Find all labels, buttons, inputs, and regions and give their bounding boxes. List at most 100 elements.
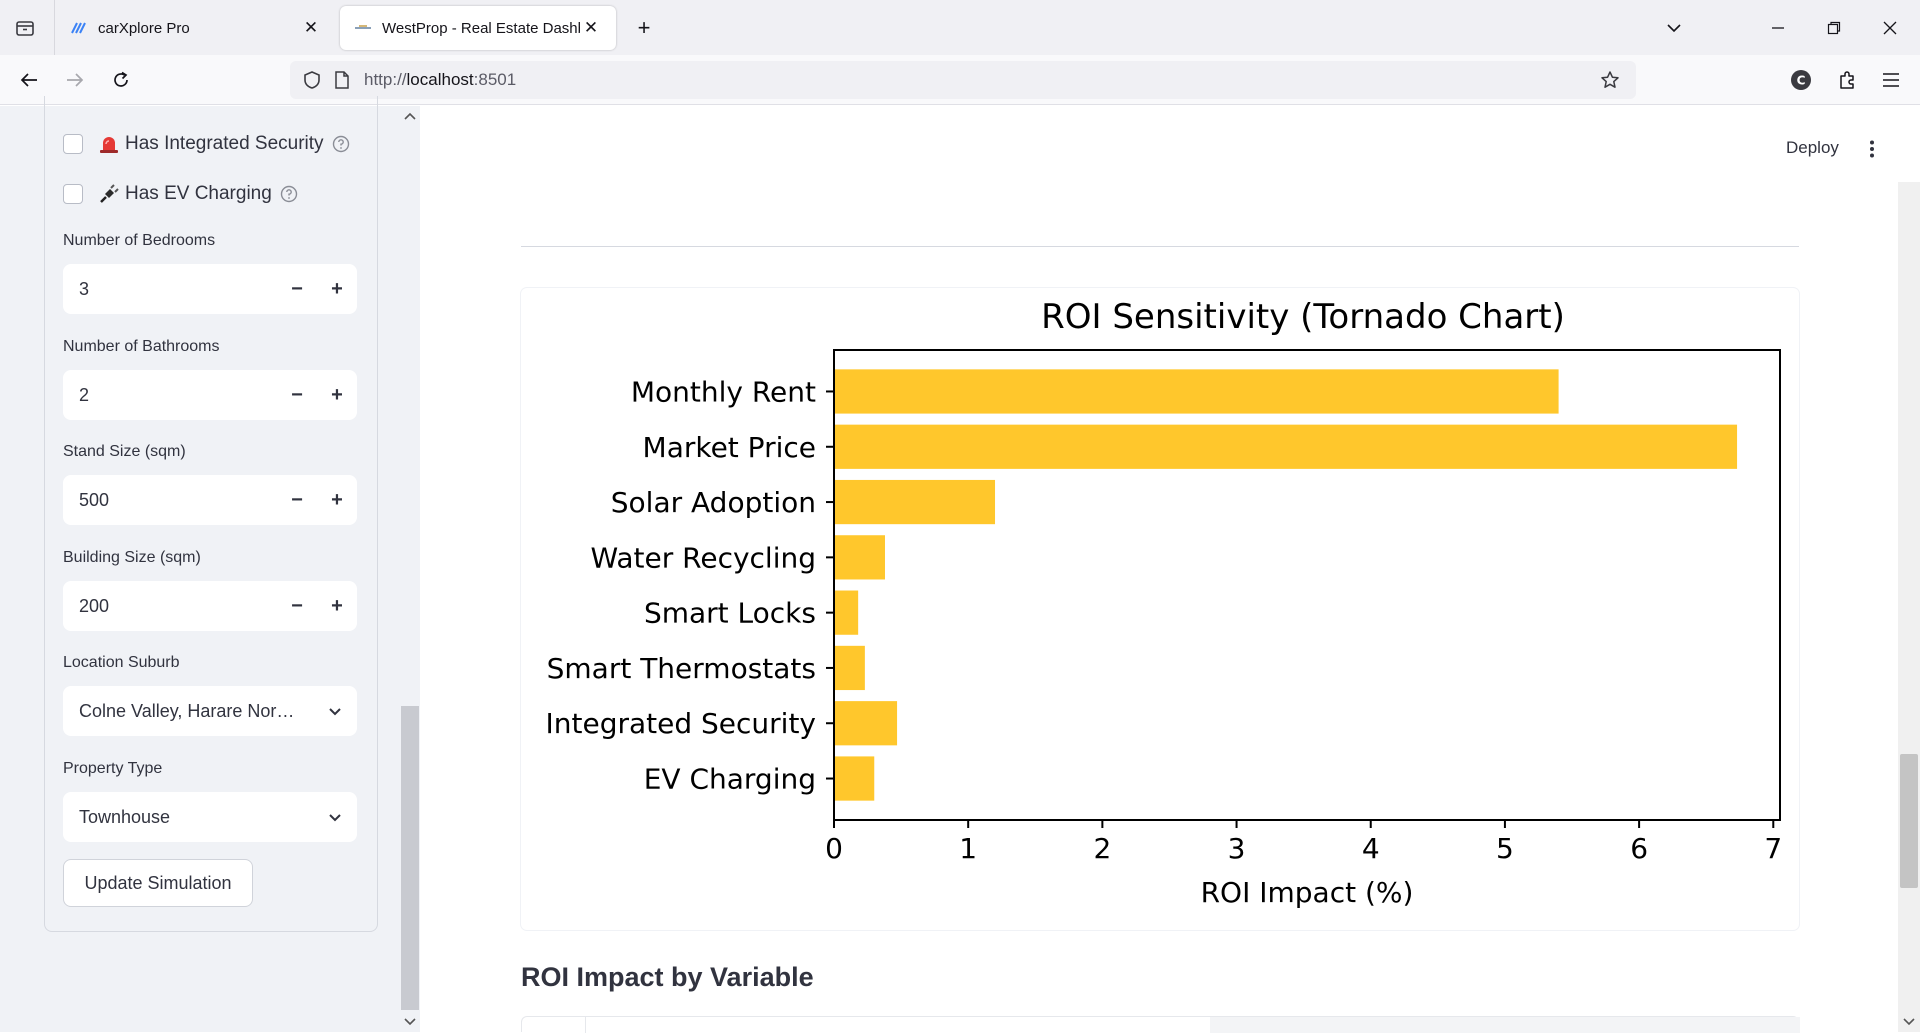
scroll-down-arrow-icon[interactable] bbox=[400, 1014, 420, 1030]
bar-smart-thermostats bbox=[834, 645, 865, 691]
plug-icon bbox=[97, 182, 121, 206]
y-tick-label: EV Charging bbox=[644, 763, 816, 796]
close-tab-icon[interactable]: ✕ bbox=[303, 18, 319, 37]
stand-size-increment-button[interactable]: + bbox=[331, 488, 343, 511]
tab-title: WestProp - Real Estate Dashboard bbox=[382, 19, 580, 37]
bedrooms-label: Number of Bedrooms bbox=[63, 232, 216, 249]
building-size-value[interactable]: 200 bbox=[79, 595, 110, 616]
main-scrollbar-thumb[interactable] bbox=[1900, 754, 1918, 888]
help-circle-icon[interactable] bbox=[280, 185, 298, 203]
property-type-select[interactable]: Townhouse bbox=[63, 792, 357, 842]
bedrooms-value[interactable]: 3 bbox=[79, 278, 90, 299]
property-type-value[interactable]: Townhouse bbox=[79, 806, 171, 827]
deploy-button[interactable]: Deploy bbox=[1786, 138, 1839, 157]
hamburger-menu-icon[interactable] bbox=[1876, 66, 1906, 94]
westprop-favicon-icon bbox=[354, 19, 372, 37]
bathrooms-increment-button[interactable]: + bbox=[331, 383, 343, 406]
main-scrollbar-track[interactable] bbox=[1898, 182, 1920, 1032]
scroll-down-arrow-icon[interactable] bbox=[1899, 1014, 1919, 1030]
stand-size-value[interactable]: 500 bbox=[79, 489, 110, 510]
plus-icon[interactable]: + bbox=[637, 15, 651, 40]
tab-title: carXplore Pro bbox=[98, 19, 190, 37]
bedrooms-decrement-button[interactable]: − bbox=[291, 277, 303, 300]
tab-carxplore[interactable]: carXplore Pro ✕ bbox=[56, 6, 336, 50]
bathrooms-decrement-button[interactable]: − bbox=[291, 383, 303, 406]
extensions-puzzle-icon[interactable] bbox=[1832, 66, 1862, 94]
tab-list-icon[interactable] bbox=[10, 14, 40, 42]
bathrooms-number-input[interactable]: 2 − + bbox=[63, 370, 357, 420]
browser-nav-bar: http://localhost:8501 C bbox=[0, 55, 1920, 105]
close-window-icon[interactable] bbox=[1876, 14, 1904, 42]
x-tick-label: 3 bbox=[1228, 832, 1246, 865]
url-port: :8501 bbox=[473, 70, 517, 89]
stand-size-number-input[interactable]: 500 − + bbox=[63, 475, 357, 525]
tab-westprop[interactable]: WestProp - Real Estate Dashboard ✕ bbox=[340, 6, 616, 50]
x-tick-label: 6 bbox=[1630, 832, 1648, 865]
chart-x-axis-label: ROI Impact (%) bbox=[1201, 876, 1414, 909]
chevron-down-icon[interactable] bbox=[313, 813, 357, 822]
address-bar[interactable]: http://localhost:8501 bbox=[290, 61, 1636, 99]
shield-icon[interactable] bbox=[300, 68, 324, 92]
y-tick-label: Solar Adoption bbox=[611, 486, 816, 519]
bar-market-price bbox=[834, 424, 1738, 469]
location-suburb-label: Location Suburb bbox=[63, 654, 180, 671]
bathrooms-value[interactable]: 2 bbox=[79, 384, 90, 405]
tornado-chart: ROI Sensitivity (Tornado Chart) Monthly … bbox=[545, 297, 1782, 909]
svg-text:C: C bbox=[1797, 74, 1806, 88]
y-tick-label: Smart Locks bbox=[644, 597, 816, 630]
sidebar-scrollbar-thumb[interactable] bbox=[401, 706, 419, 1010]
location-suburb-select[interactable]: Colne Valley, Harare Nor… bbox=[63, 686, 357, 736]
update-simulation-button[interactable]: Update Simulation bbox=[63, 859, 253, 907]
url-host: localhost bbox=[406, 70, 474, 89]
building-size-label: Building Size (sqm) bbox=[63, 549, 201, 566]
sidebar-form-panel bbox=[44, 96, 378, 932]
y-tick-label: Integrated Security bbox=[545, 707, 816, 740]
more-options-kebab-icon[interactable] bbox=[1862, 136, 1882, 162]
forward-arrow-icon[interactable] bbox=[60, 66, 90, 94]
bedrooms-increment-button[interactable]: + bbox=[331, 277, 343, 300]
bar-ev-charging bbox=[834, 756, 875, 801]
close-tab-icon[interactable]: ✕ bbox=[583, 18, 599, 37]
y-tick-label: Monthly Rent bbox=[631, 375, 816, 408]
ev-charging-checkbox[interactable] bbox=[63, 184, 83, 204]
tornado-chart-card: ROI Sensitivity (Tornado Chart) Monthly … bbox=[521, 288, 1799, 930]
x-tick-label: 2 bbox=[1093, 832, 1111, 865]
help-circle-icon[interactable] bbox=[332, 135, 350, 153]
bar-smart-locks bbox=[834, 590, 859, 635]
scroll-up-arrow-icon[interactable] bbox=[400, 108, 420, 124]
property-type-label: Property Type bbox=[63, 760, 163, 777]
bar-monthly-rent bbox=[834, 369, 1559, 414]
bar-solar-adoption bbox=[834, 479, 996, 525]
ev-charging-checkbox-row[interactable]: Has EV Charging bbox=[63, 182, 298, 206]
stand-size-decrement-button[interactable]: − bbox=[291, 488, 303, 511]
table-header-cell bbox=[1210, 1017, 1800, 1033]
bedrooms-number-input[interactable]: 3 − + bbox=[63, 264, 357, 314]
integrated-security-checkbox-row[interactable]: Has Integrated Security bbox=[63, 132, 350, 156]
main-scrollbar[interactable] bbox=[1898, 106, 1920, 1032]
y-tick-label: Water Recycling bbox=[590, 541, 816, 574]
reload-icon[interactable] bbox=[106, 66, 136, 94]
x-tick-label: 5 bbox=[1496, 832, 1514, 865]
building-size-increment-button[interactable]: + bbox=[331, 594, 343, 617]
location-suburb-value[interactable]: Colne Valley, Harare Nor… bbox=[79, 700, 295, 721]
list-all-tabs-chevron-down-icon[interactable] bbox=[1660, 14, 1688, 42]
main-content: Deploy ROI Sensitivity (Tornado Chart) M… bbox=[420, 106, 1920, 1033]
sidebar: Has Integrated Security Has EV Charging … bbox=[0, 96, 420, 1032]
building-size-number-input[interactable]: 200 − + bbox=[63, 581, 357, 631]
building-size-decrement-button[interactable]: − bbox=[291, 594, 303, 617]
url-text[interactable]: http://localhost:8501 bbox=[364, 70, 516, 90]
table-index-column bbox=[522, 1017, 586, 1033]
back-arrow-icon[interactable] bbox=[14, 66, 44, 94]
carxplore-favicon-icon bbox=[70, 19, 88, 37]
sidebar-scrollbar[interactable] bbox=[400, 106, 420, 1032]
minimize-icon[interactable] bbox=[1764, 14, 1792, 42]
page-icon[interactable] bbox=[330, 68, 354, 92]
integrated-security-label: Has Integrated Security bbox=[125, 133, 324, 154]
chevron-down-icon[interactable] bbox=[313, 707, 357, 716]
restore-icon[interactable] bbox=[1820, 14, 1848, 42]
y-tick-label: Market Price bbox=[643, 431, 816, 464]
ev-charging-label: Has EV Charging bbox=[125, 183, 272, 204]
star-bookmark-icon[interactable] bbox=[1598, 68, 1622, 92]
integrated-security-checkbox[interactable] bbox=[63, 134, 83, 154]
account-c-icon[interactable]: C bbox=[1786, 66, 1816, 94]
